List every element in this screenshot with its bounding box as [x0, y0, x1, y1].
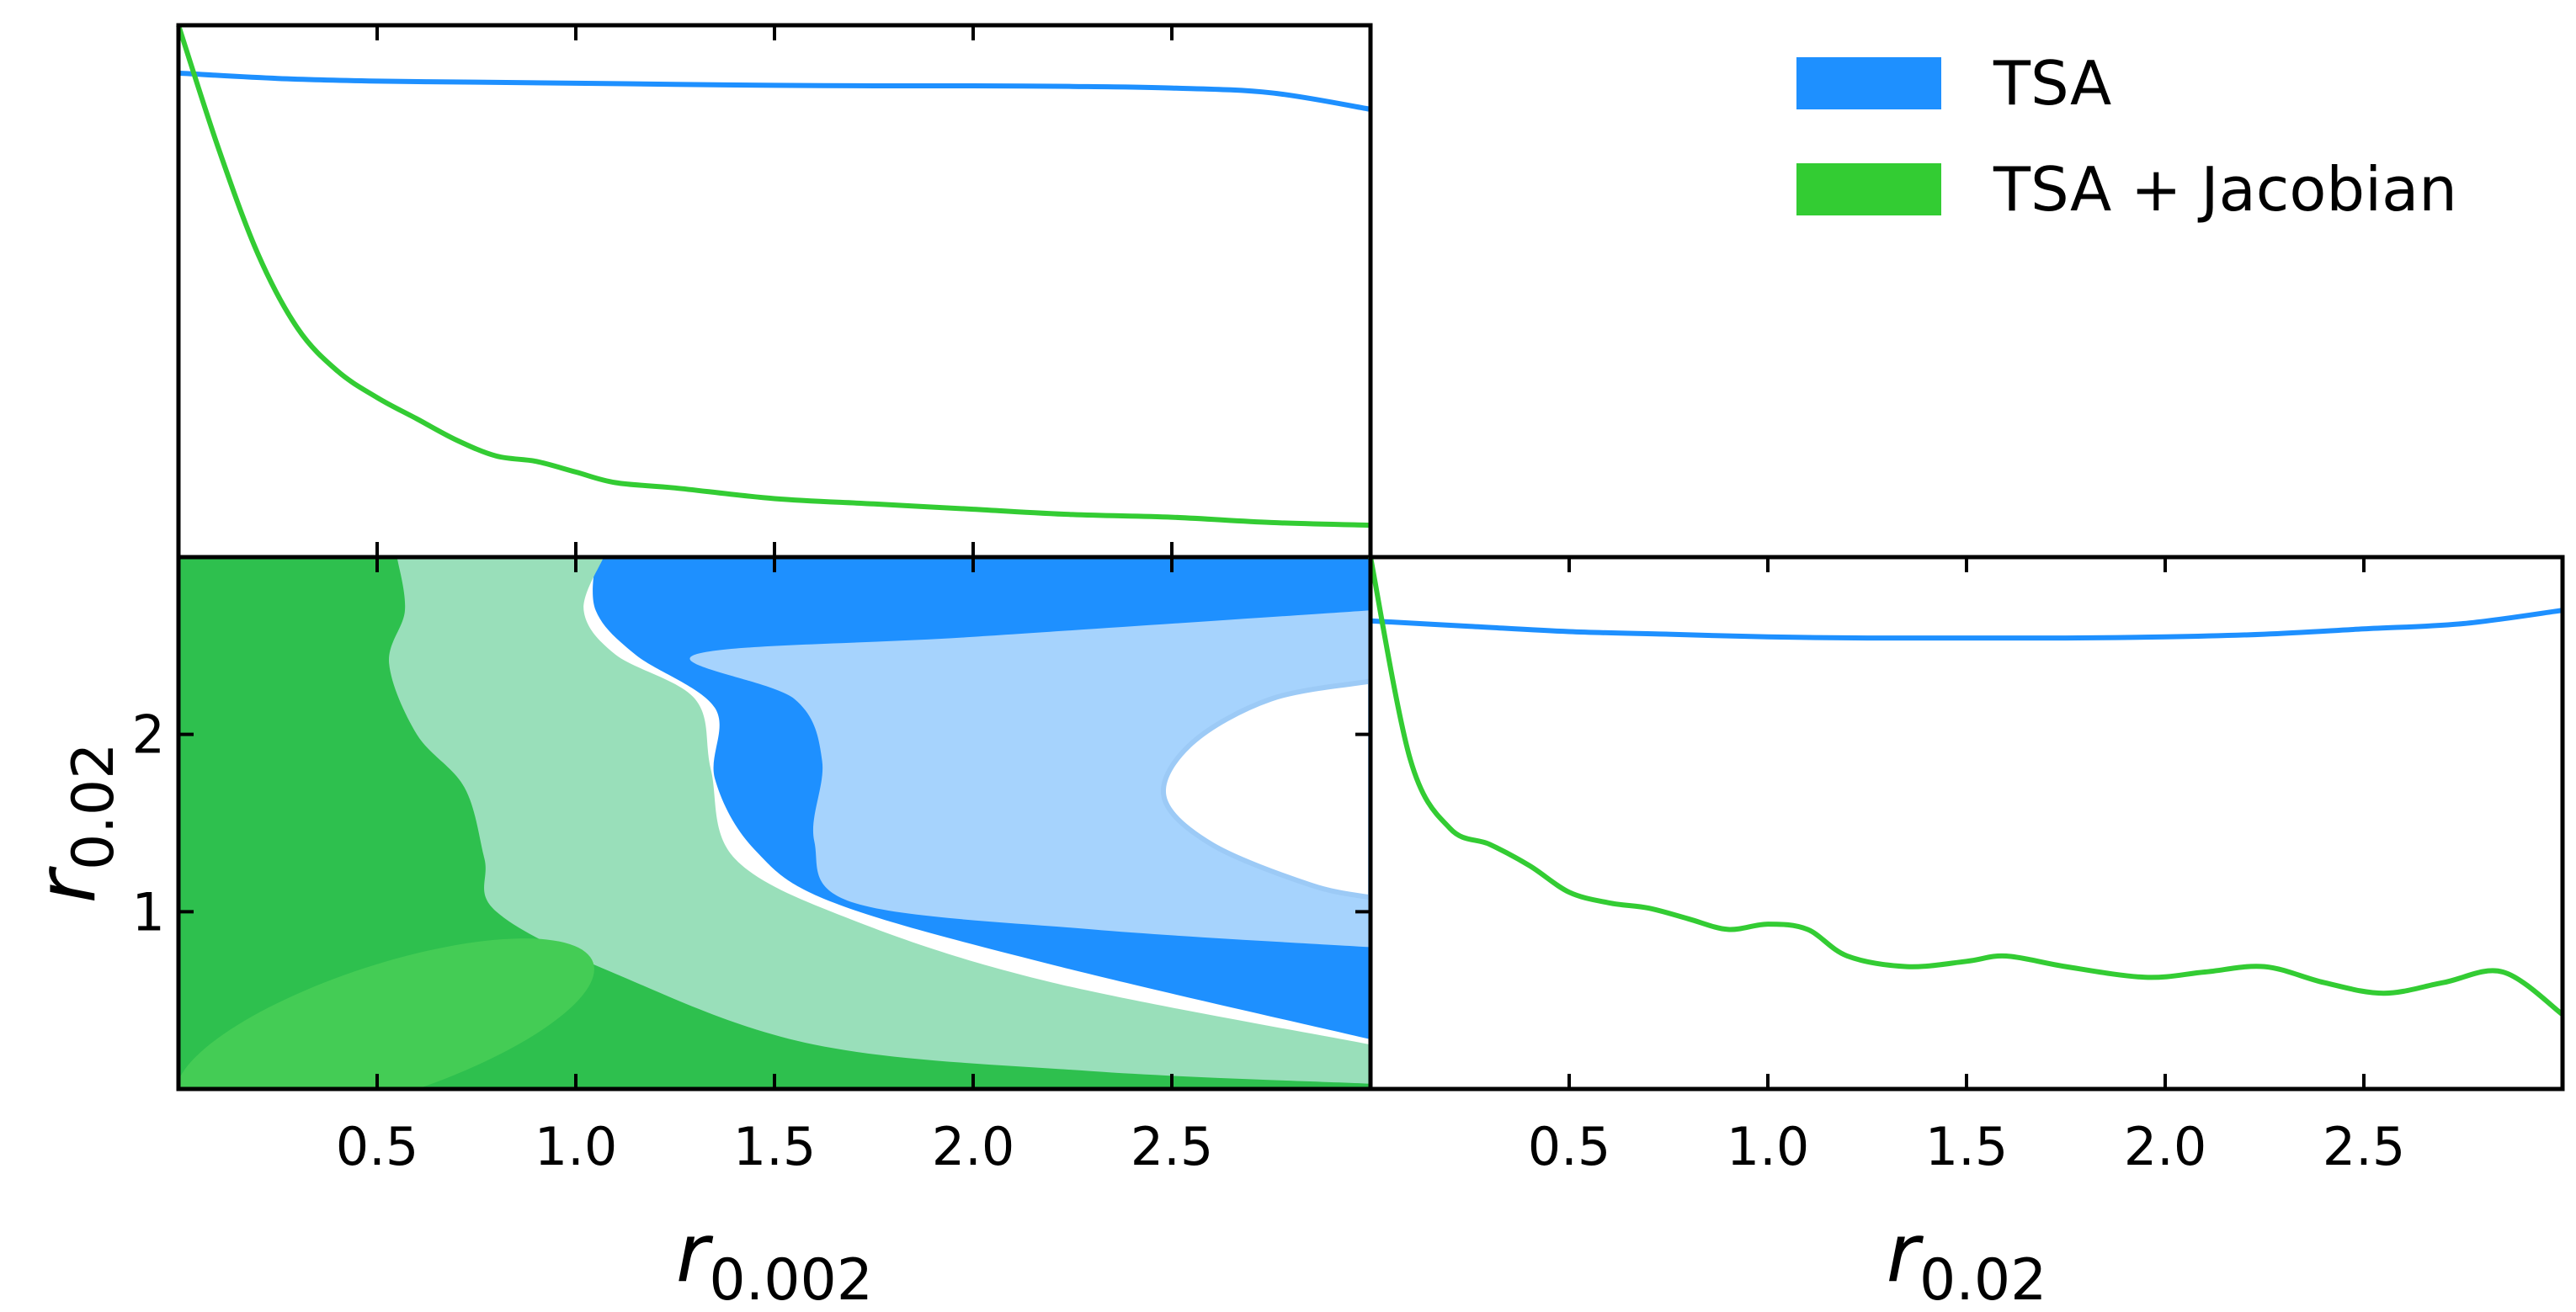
x-tick-label: 2.0 — [2124, 1116, 2207, 1177]
x-tick-label: 1.5 — [1925, 1116, 2009, 1177]
x-tick-label: 1.0 — [535, 1116, 618, 1177]
series-line-tsa — [178, 70, 1371, 112]
legend-label: TSA + Jacobian — [1993, 154, 2457, 225]
legend-swatch — [1796, 163, 1941, 215]
x-tick-label: 2.0 — [932, 1116, 1015, 1177]
contour-jacobian-peak — [178, 938, 594, 1089]
contour-tsa-1sigma — [689, 610, 1370, 948]
legend: TSA TSA + Jacobian — [1796, 48, 2457, 225]
y-axis-label: r0.02 — [19, 743, 127, 904]
legend-swatch — [1796, 57, 1941, 109]
y-tick-label: 2 — [132, 704, 165, 766]
x-tick-label: 0.5 — [1528, 1116, 1611, 1177]
x-tick-label: 2.5 — [1131, 1116, 1214, 1177]
x-tick-label: 2.5 — [2323, 1116, 2406, 1177]
x-tick-label: 1.5 — [733, 1116, 817, 1177]
x-tick-label: 1.0 — [1727, 1116, 1810, 1177]
legend-label: TSA — [1993, 48, 2111, 119]
series-line-tsa-jacobian — [1368, 556, 2564, 1017]
contour-plot-joint: 0.5 1.0 1.5 2.0 2.5 1 2 r0.002 r0.02 — [19, 555, 1373, 1312]
series-line-tsa-jacobian — [176, 24, 1371, 529]
x-axis-label: r0.002 — [676, 1206, 873, 1312]
marginal-plot-r002: 0.5 1.0 1.5 2.0 2.5 r0.02 — [1368, 555, 2565, 1312]
x-axis-label: r0.02 — [1887, 1206, 2047, 1312]
marginal-plot-r0002 — [176, 23, 1373, 560]
axes-frame — [176, 23, 1373, 560]
y-tick-label: 1 — [132, 881, 165, 943]
contour-tsa-gap — [1160, 678, 1370, 900]
x-tick-label: 0.5 — [336, 1116, 419, 1177]
series-line-tsa — [1370, 608, 2563, 641]
